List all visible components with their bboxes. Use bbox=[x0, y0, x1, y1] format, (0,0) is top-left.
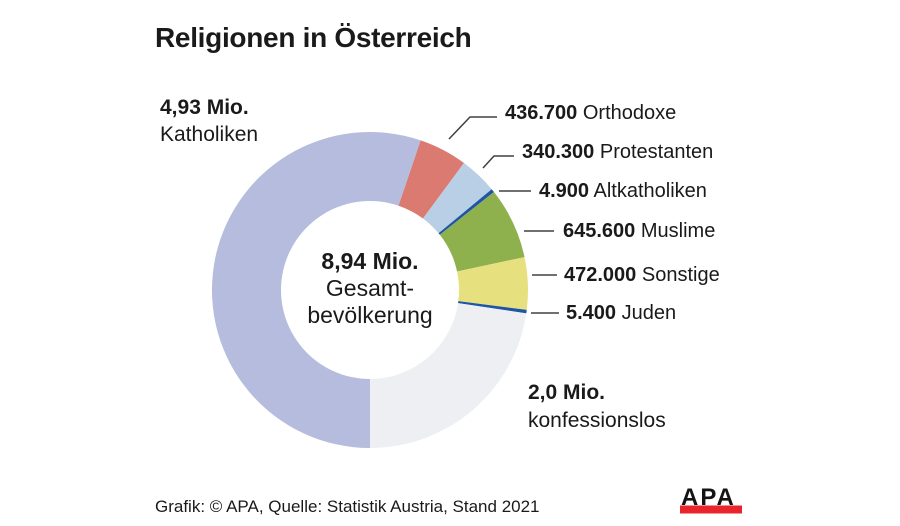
donut-center-label: 8,94 Mio. Gesamt- bevölkerung bbox=[260, 248, 480, 329]
label-muslime: 645.600 Muslime bbox=[563, 217, 715, 245]
label-protestanten-name: Protestanten bbox=[599, 141, 714, 163]
label-juden-value: 5.400 bbox=[566, 302, 617, 324]
donut-segment-orthodoxe bbox=[398, 140, 464, 219]
label-protestanten: 340.300 Protestanten bbox=[522, 138, 713, 166]
total-population-value: 8,94 Mio. bbox=[321, 248, 419, 274]
label-konfessionslos-name: konfessionslos bbox=[528, 409, 666, 432]
label-altkatholiken: 4.900 Altkatholiken bbox=[539, 177, 707, 205]
label-sonstige-value: 472.000 bbox=[564, 264, 637, 286]
label-altkatholiken-value: 4.900 bbox=[539, 180, 590, 202]
donut-segment-altkatholiken bbox=[438, 189, 494, 235]
label-orthodoxe-value: 436.700 bbox=[505, 102, 578, 124]
leader-line-protestanten bbox=[482, 155, 514, 169]
label-protestanten-value: 340.300 bbox=[522, 141, 595, 163]
source-credit: Grafik: © APA, Quelle: Statistik Austria… bbox=[155, 497, 540, 516]
label-katholiken-name: Katholiken bbox=[160, 123, 259, 146]
label-juden-name: Juden bbox=[621, 302, 677, 324]
total-population-line2: bevölkerung bbox=[307, 302, 433, 328]
label-konfessionslos: 2,0 Mio. konfessionslos bbox=[528, 379, 666, 435]
label-orthodoxe-name: Orthodoxe bbox=[582, 102, 677, 124]
label-muslime-value: 645.600 bbox=[563, 220, 636, 242]
donut-segment-sonstige bbox=[457, 257, 528, 310]
apa-logo-red-bar bbox=[680, 505, 742, 514]
label-juden: 5.400 Juden bbox=[566, 299, 676, 327]
label-altkatholiken-name: Altkatholiken bbox=[593, 180, 707, 202]
total-population-line1: Gesamt- bbox=[325, 275, 415, 301]
label-katholiken-value: 4,93 Mio. bbox=[160, 96, 249, 119]
leader-line-orthodoxe bbox=[448, 116, 497, 140]
donut-segment-konfessionslos bbox=[370, 303, 527, 448]
chart-title: Religionen in Österreich bbox=[155, 22, 472, 53]
donut-segment-muslime bbox=[439, 192, 525, 272]
donut-segment-juden bbox=[458, 301, 527, 314]
label-katholiken: 4,93 Mio. Katholiken bbox=[160, 94, 258, 148]
label-orthodoxe: 436.700 Orthodoxe bbox=[505, 99, 676, 127]
label-sonstige-name: Sonstige bbox=[641, 264, 720, 286]
apa-logo: APA bbox=[680, 485, 742, 514]
label-konfessionslos-value: 2,0 Mio. bbox=[528, 381, 606, 404]
label-sonstige: 472.000 Sonstige bbox=[564, 261, 720, 289]
donut-segment-protestanten bbox=[422, 162, 492, 234]
label-muslime-name: Muslime bbox=[640, 220, 716, 242]
donut-segment-katholiken bbox=[211, 132, 421, 449]
